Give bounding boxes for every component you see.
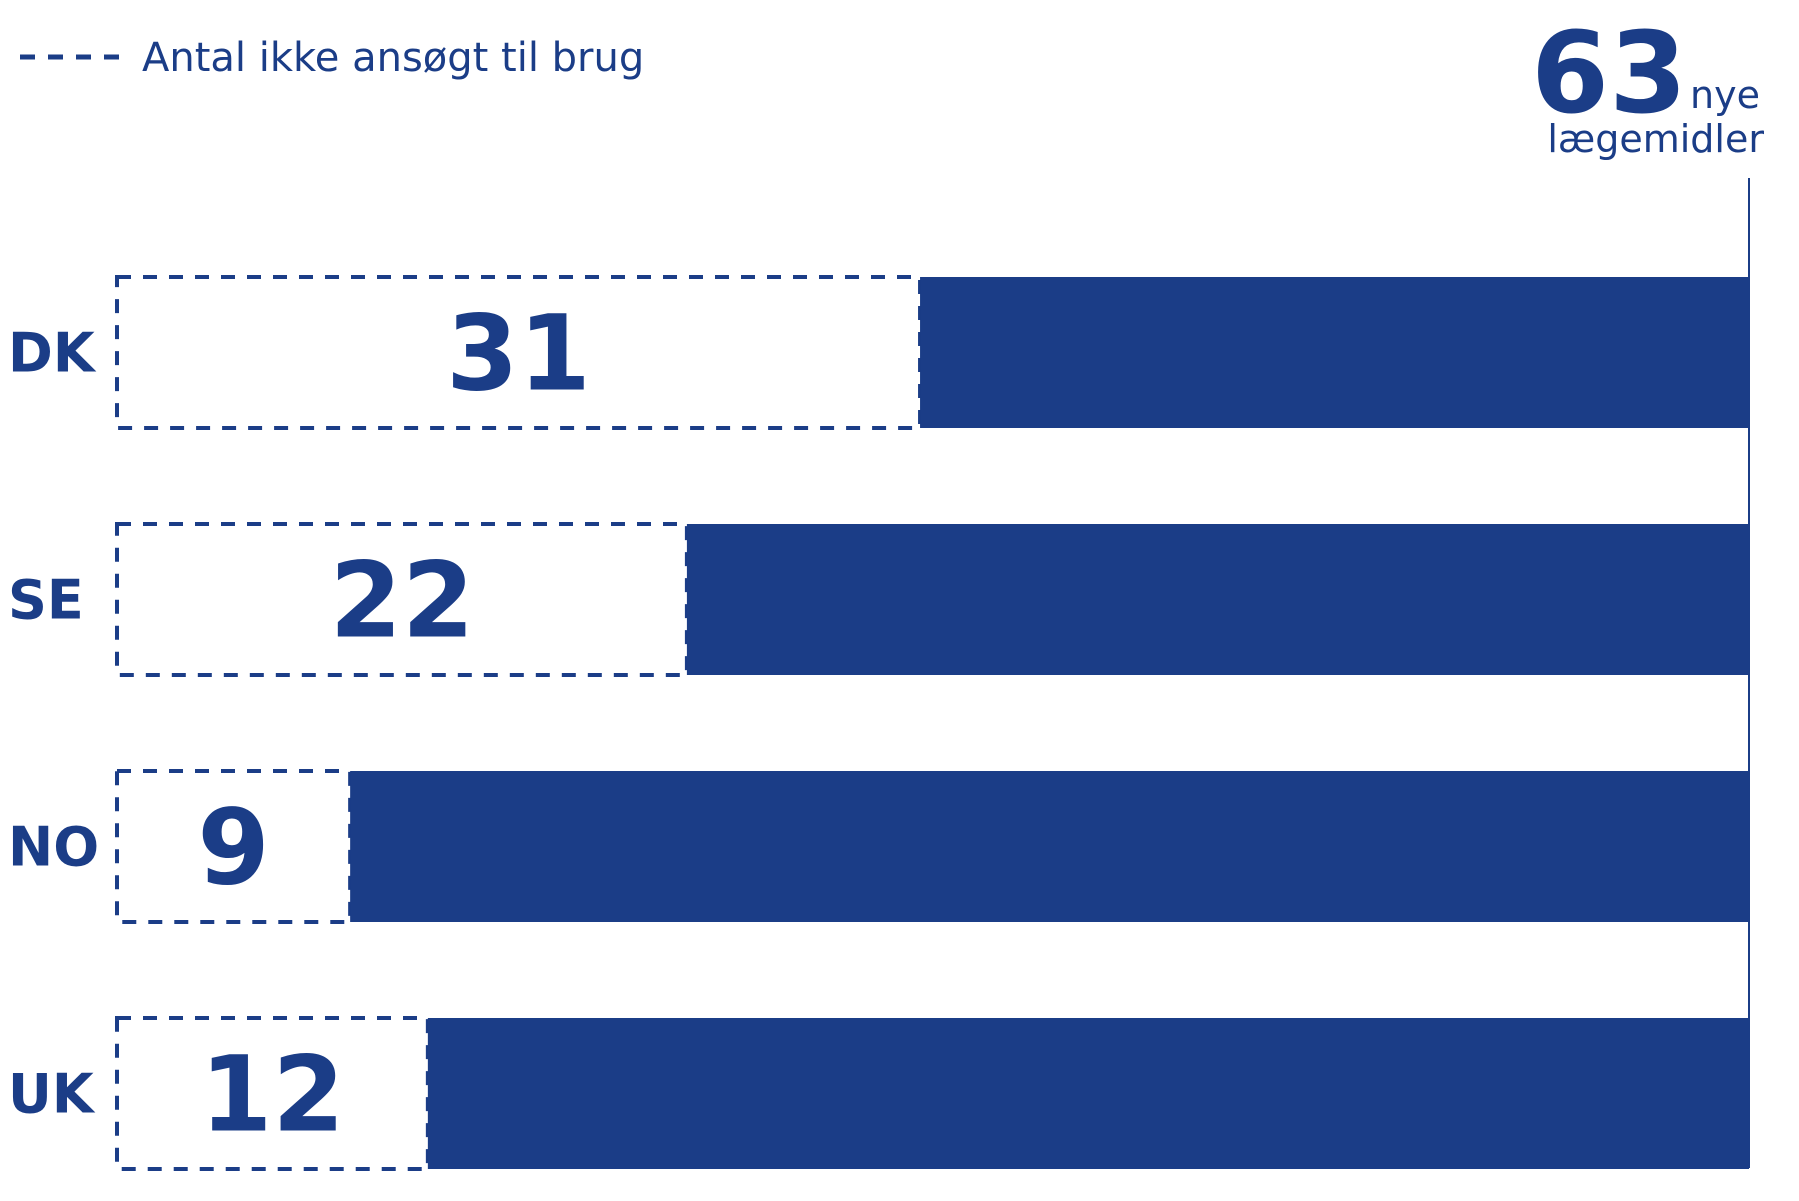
value-label-dk: 31 bbox=[446, 293, 591, 415]
bar-remaining-dk bbox=[920, 277, 1749, 428]
category-label-no: NO bbox=[8, 816, 99, 879]
category-label-uk: UK bbox=[8, 1063, 96, 1126]
bar-not-applied-dk bbox=[115, 275, 923, 430]
bar-remaining-uk bbox=[427, 1018, 1749, 1169]
legend-label: Antal ikke ansøgt til brug bbox=[142, 35, 644, 81]
value-label-se: 22 bbox=[330, 540, 475, 662]
value-label-no: 9 bbox=[197, 787, 269, 909]
total-value: 63 bbox=[1531, 9, 1687, 139]
bar-not-applied-no bbox=[115, 769, 353, 924]
total-unit-line1: nye bbox=[1690, 73, 1760, 117]
category-label-dk: DK bbox=[8, 322, 97, 385]
legend: Antal ikke ansøgt til brug bbox=[20, 35, 644, 81]
bars-group: DK 31 SE 22 NO 9 UK 12 bbox=[8, 275, 1750, 1171]
total-annotation: 63 nye lægemidler bbox=[1531, 9, 1764, 161]
bar-remaining-se bbox=[686, 524, 1749, 675]
value-label-uk: 12 bbox=[200, 1034, 345, 1156]
category-label-se: SE bbox=[8, 569, 84, 632]
bar-remaining-no bbox=[350, 771, 1750, 922]
total-unit-line2: lægemidler bbox=[1547, 117, 1764, 161]
